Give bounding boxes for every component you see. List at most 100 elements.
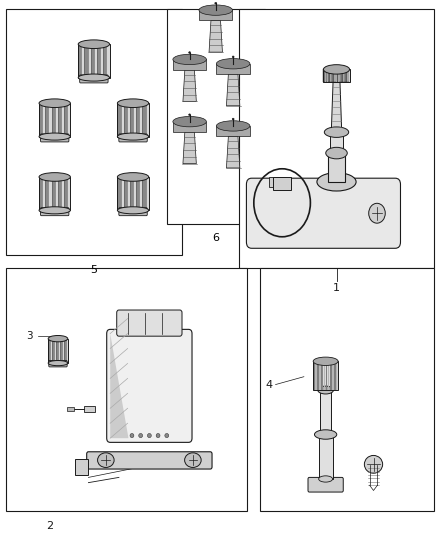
Bar bbox=[52, 338, 54, 363]
FancyBboxPatch shape bbox=[107, 329, 192, 442]
Bar bbox=[67, 177, 71, 211]
Text: 2: 2 bbox=[46, 521, 53, 531]
Bar bbox=[106, 44, 110, 78]
Bar bbox=[127, 177, 130, 211]
Bar bbox=[88, 44, 91, 78]
Bar bbox=[334, 361, 336, 390]
Bar bbox=[139, 103, 142, 136]
Bar bbox=[100, 44, 103, 78]
Ellipse shape bbox=[313, 357, 338, 366]
Bar bbox=[130, 103, 133, 136]
Bar bbox=[330, 69, 332, 83]
Ellipse shape bbox=[173, 54, 206, 64]
Bar bbox=[61, 103, 64, 136]
Bar bbox=[328, 361, 329, 390]
Ellipse shape bbox=[78, 40, 110, 49]
Ellipse shape bbox=[216, 59, 250, 69]
Bar bbox=[52, 103, 55, 136]
Bar bbox=[45, 177, 49, 211]
Polygon shape bbox=[183, 132, 196, 164]
Ellipse shape bbox=[173, 117, 206, 127]
Bar bbox=[39, 177, 71, 211]
Ellipse shape bbox=[98, 453, 114, 467]
Ellipse shape bbox=[317, 173, 356, 191]
Bar bbox=[39, 103, 71, 136]
FancyBboxPatch shape bbox=[49, 360, 67, 367]
Bar bbox=[133, 177, 136, 211]
Bar bbox=[269, 176, 286, 187]
Bar bbox=[67, 407, 74, 411]
Ellipse shape bbox=[117, 207, 149, 214]
Ellipse shape bbox=[39, 99, 71, 108]
Bar bbox=[78, 44, 110, 78]
Bar bbox=[321, 361, 323, 390]
Bar bbox=[273, 176, 291, 190]
Ellipse shape bbox=[215, 2, 217, 4]
Text: 5: 5 bbox=[90, 264, 97, 274]
Bar bbox=[320, 390, 331, 434]
Bar bbox=[61, 177, 64, 211]
Bar bbox=[97, 44, 100, 78]
Ellipse shape bbox=[324, 127, 349, 138]
Ellipse shape bbox=[216, 121, 250, 131]
Bar bbox=[142, 103, 145, 136]
Bar bbox=[345, 69, 347, 83]
Bar bbox=[39, 177, 71, 211]
Bar bbox=[330, 132, 343, 153]
Bar bbox=[313, 361, 315, 390]
Ellipse shape bbox=[48, 360, 68, 366]
Bar bbox=[117, 177, 120, 211]
Bar bbox=[67, 103, 71, 136]
Bar bbox=[341, 69, 343, 83]
Bar bbox=[117, 103, 120, 136]
Bar bbox=[117, 103, 149, 136]
Bar bbox=[45, 103, 49, 136]
Polygon shape bbox=[6, 9, 182, 255]
Bar bbox=[173, 60, 206, 70]
FancyBboxPatch shape bbox=[87, 452, 212, 469]
Ellipse shape bbox=[156, 433, 160, 438]
Bar bbox=[330, 361, 332, 390]
Bar bbox=[66, 338, 68, 363]
Polygon shape bbox=[209, 20, 223, 52]
Ellipse shape bbox=[39, 207, 71, 214]
FancyBboxPatch shape bbox=[41, 134, 69, 142]
Bar bbox=[216, 64, 250, 74]
Bar bbox=[48, 338, 50, 363]
FancyBboxPatch shape bbox=[119, 134, 147, 142]
Bar bbox=[332, 69, 334, 83]
Bar bbox=[334, 69, 336, 83]
Bar bbox=[124, 103, 127, 136]
Bar bbox=[124, 177, 127, 211]
Bar bbox=[55, 177, 58, 211]
Polygon shape bbox=[331, 83, 342, 132]
Text: 3: 3 bbox=[26, 331, 33, 341]
Bar bbox=[325, 361, 327, 390]
Bar bbox=[58, 103, 61, 136]
Bar bbox=[136, 103, 139, 136]
Ellipse shape bbox=[232, 56, 234, 58]
Bar bbox=[42, 177, 45, 211]
Bar bbox=[127, 103, 130, 136]
Bar bbox=[120, 103, 124, 136]
Bar bbox=[343, 69, 345, 83]
Ellipse shape bbox=[117, 173, 149, 181]
Bar bbox=[173, 122, 206, 132]
Bar bbox=[145, 103, 149, 136]
Bar bbox=[49, 177, 52, 211]
Bar bbox=[136, 177, 139, 211]
Bar bbox=[139, 177, 142, 211]
Ellipse shape bbox=[39, 133, 71, 140]
Ellipse shape bbox=[314, 430, 337, 439]
Bar bbox=[64, 103, 67, 136]
Bar bbox=[323, 69, 350, 83]
Bar bbox=[52, 177, 55, 211]
Bar bbox=[117, 177, 149, 211]
Ellipse shape bbox=[189, 114, 191, 116]
Bar bbox=[62, 338, 64, 363]
Bar bbox=[60, 338, 62, 363]
Bar bbox=[64, 177, 67, 211]
Bar bbox=[64, 338, 66, 363]
Bar bbox=[117, 103, 149, 136]
Bar bbox=[319, 361, 321, 390]
